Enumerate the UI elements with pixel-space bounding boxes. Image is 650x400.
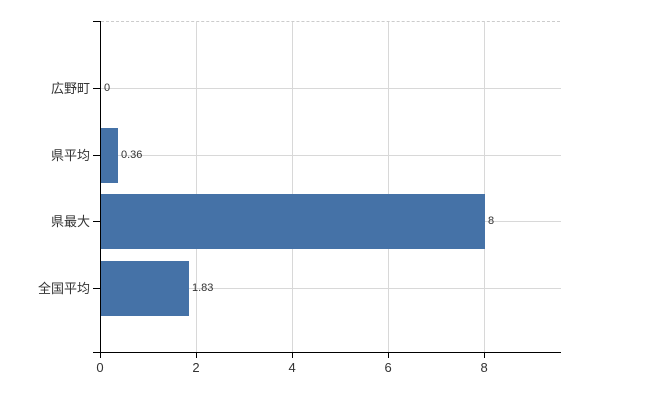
v-gridline: [484, 22, 486, 352]
x-tick-label: 0: [96, 360, 104, 375]
bar[interactable]: [101, 128, 118, 183]
y-axis-tick: [93, 288, 100, 289]
category-label: 県最大: [50, 214, 90, 229]
bar-value-label: 8: [488, 215, 495, 227]
category-label: 全国平均: [37, 281, 90, 296]
x-tick-label: 6: [384, 360, 392, 375]
bar-value-label: 0: [104, 82, 111, 94]
bar[interactable]: [101, 261, 189, 316]
x-axis-tick: [292, 353, 294, 358]
y-axis-tick: [93, 21, 100, 22]
x-tick-label: 4: [288, 360, 296, 375]
v-gridline: [292, 22, 294, 352]
x-axis-tick: [196, 353, 198, 358]
bar[interactable]: [101, 194, 485, 249]
h-gridline: [101, 155, 561, 156]
plot-area-top-border: [101, 21, 560, 22]
y-axis-line: [100, 21, 101, 353]
v-gridline: [388, 22, 390, 352]
h-gridline: [101, 288, 561, 289]
x-axis-tick: [484, 353, 486, 358]
category-label: 広野町: [50, 81, 90, 96]
category-label: 県平均: [50, 148, 90, 163]
y-axis-tick: [93, 88, 100, 89]
y-axis-tick: [93, 352, 100, 353]
h-gridline: [101, 88, 561, 89]
y-axis-tick: [93, 221, 100, 222]
x-axis-tick: [388, 353, 390, 358]
x-tick-label: 8: [480, 360, 488, 375]
x-axis-line: [100, 352, 561, 353]
x-tick-label: 2: [192, 360, 200, 375]
v-gridline: [196, 22, 198, 352]
x-axis-tick: [100, 353, 101, 358]
bar-value-label: 0.36: [121, 149, 143, 161]
y-axis-tick: [93, 155, 100, 156]
bar-value-label: 1.83: [192, 282, 214, 294]
